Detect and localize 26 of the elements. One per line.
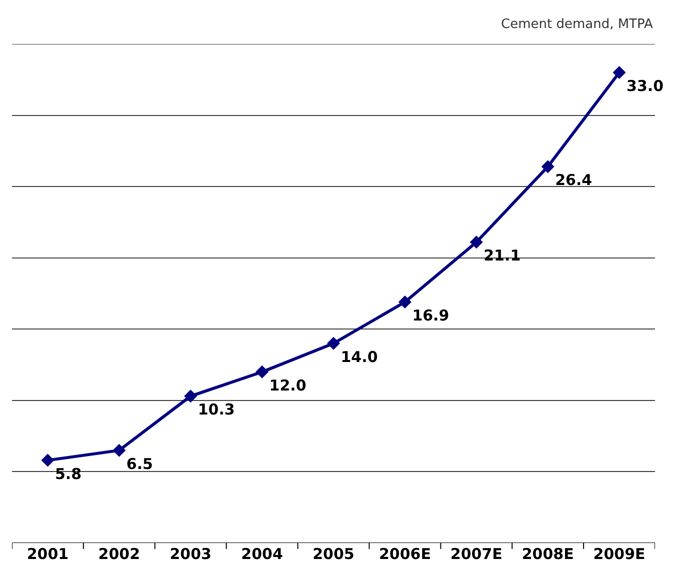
x-tick-label: 2007E — [450, 545, 502, 563]
data-label: 10.3 — [198, 400, 235, 419]
x-tick-label: 2003 — [170, 545, 212, 563]
point — [327, 336, 340, 350]
x-tick-label: 2009E — [593, 545, 646, 563]
point — [41, 454, 54, 467]
data-label: 33.0 — [626, 77, 664, 96]
point — [612, 66, 626, 80]
data-label: 12.0 — [269, 376, 306, 394]
y-axis-title: Cement demand, MTPA — [501, 17, 654, 32]
data-label: 14.0 — [340, 348, 378, 366]
point — [541, 160, 554, 174]
point — [184, 390, 198, 403]
point — [398, 296, 412, 309]
x-tick-label: 2001 — [26, 545, 69, 563]
data-label: 6.5 — [126, 454, 153, 473]
x-tick-label: 2004 — [241, 545, 283, 563]
data-label: 26.4 — [555, 171, 592, 190]
x-tick-label: 2006E — [378, 545, 431, 563]
point — [256, 365, 269, 378]
x-tick-label: 2002 — [98, 545, 140, 563]
x-tick-label: 2005 — [312, 545, 354, 563]
x-tick-label: 2008E — [522, 545, 574, 563]
point — [470, 236, 483, 249]
data-label: 16.9 — [412, 306, 450, 325]
point — [112, 444, 126, 457]
